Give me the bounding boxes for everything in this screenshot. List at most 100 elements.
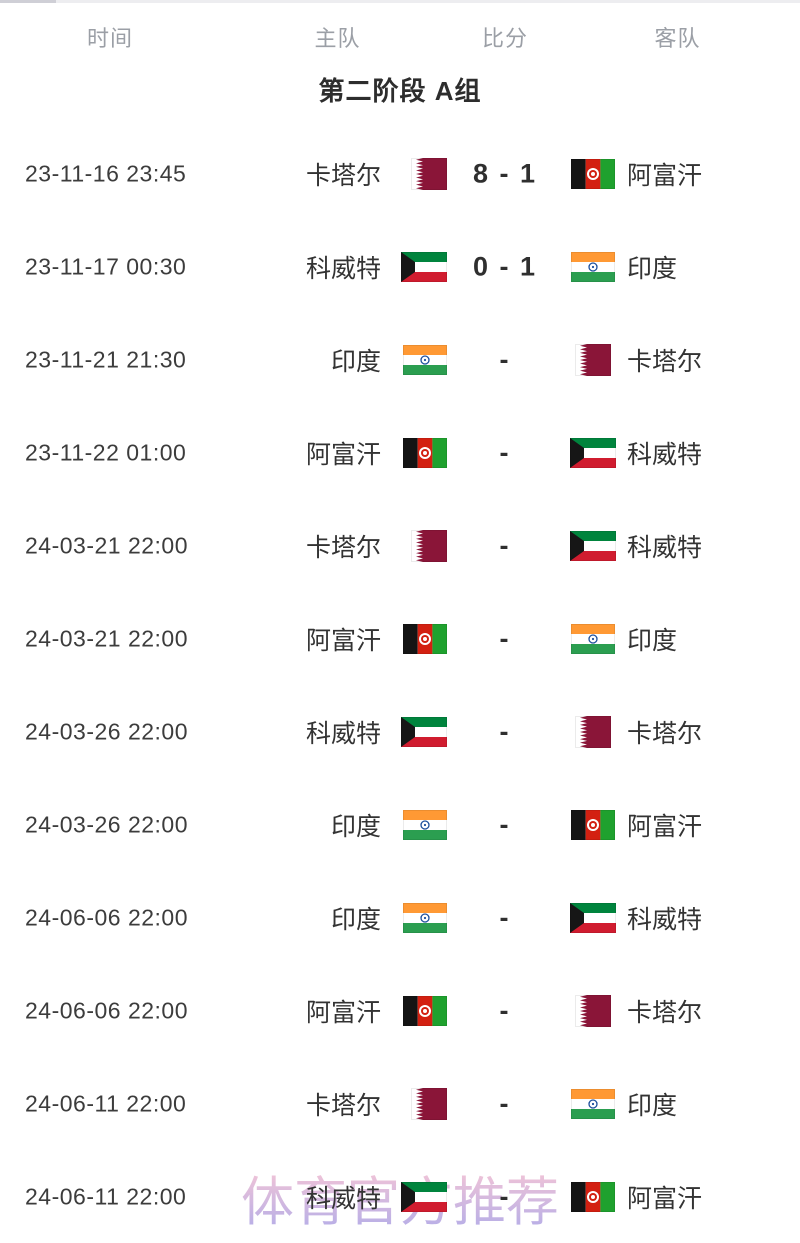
match-row[interactable]: 24-03-26 22:00 印度 - 阿富汗 bbox=[0, 778, 800, 871]
kuwait-flag-icon bbox=[568, 437, 618, 468]
match-rows: 23-11-16 23:45 卡塔尔 8 - 1 阿富汗 23-11-17 00… bbox=[0, 110, 800, 1243]
match-score: 8 - 1 bbox=[472, 158, 538, 188]
away-team-name: 阿富汗 bbox=[627, 1184, 703, 1213]
match-time: 23-11-17 00:30 bbox=[25, 253, 187, 279]
home-team-name: 印度 bbox=[330, 905, 381, 934]
match-time: 23-11-21 21:30 bbox=[25, 346, 187, 372]
kuwait-flag-icon bbox=[568, 530, 618, 561]
qatar-flag-icon bbox=[568, 715, 618, 748]
column-header-row: 时间 主队 比分 客队 bbox=[0, 0, 800, 62]
match-time: 24-06-06 22:00 bbox=[25, 904, 189, 930]
home-team-name: 阿富汗 bbox=[305, 440, 381, 469]
kuwait-flag-icon bbox=[397, 1181, 447, 1212]
afghanistan-flag-icon bbox=[397, 995, 447, 1026]
home-team-name: 科威特 bbox=[305, 254, 381, 283]
column-header-away: 客队 bbox=[654, 26, 701, 51]
match-row[interactable]: 24-06-06 22:00 阿富汗 - 卡塔尔 bbox=[0, 964, 800, 1057]
group-stage-title: 第二阶段 A组 bbox=[318, 75, 482, 106]
home-team: 印度 bbox=[331, 900, 447, 936]
home-team-name: 卡塔尔 bbox=[305, 161, 381, 190]
home-team: 印度 bbox=[331, 807, 447, 843]
india-flag-icon bbox=[568, 1088, 618, 1119]
afghanistan-flag-icon bbox=[568, 158, 618, 189]
india-flag-icon bbox=[397, 809, 447, 840]
home-team-name: 卡塔尔 bbox=[305, 533, 381, 562]
away-team-name: 卡塔尔 bbox=[627, 719, 703, 748]
away-team: 阿富汗 bbox=[568, 1179, 702, 1215]
away-team: 阿富汗 bbox=[568, 156, 702, 192]
match-row[interactable]: 24-03-21 22:00 卡塔尔 - 科威特 bbox=[0, 499, 800, 592]
kuwait-flag-icon bbox=[397, 716, 447, 747]
away-team-name: 科威特 bbox=[627, 905, 703, 934]
india-flag-icon bbox=[568, 251, 618, 282]
away-team: 印度 bbox=[568, 1086, 677, 1122]
match-score: - bbox=[499, 809, 511, 839]
match-row[interactable]: 24-06-06 22:00 印度 - 科威特 bbox=[0, 871, 800, 964]
match-score: - bbox=[499, 716, 511, 746]
home-team-name: 科威特 bbox=[305, 1184, 381, 1213]
match-time: 24-06-06 22:00 bbox=[25, 997, 189, 1023]
match-time: 24-06-11 22:00 bbox=[25, 1090, 187, 1116]
match-score: - bbox=[499, 437, 511, 467]
away-team: 印度 bbox=[568, 621, 677, 657]
match-time: 24-03-21 22:00 bbox=[25, 532, 189, 558]
match-row[interactable]: 24-06-11 22:00 卡塔尔 - 印度 bbox=[0, 1057, 800, 1150]
away-team-name: 阿富汗 bbox=[627, 161, 703, 190]
away-team-name: 科威特 bbox=[627, 440, 703, 469]
qatar-flag-icon bbox=[568, 343, 618, 376]
home-team-name: 阿富汗 bbox=[305, 626, 381, 655]
afghanistan-flag-icon bbox=[397, 437, 447, 468]
away-team: 科威特 bbox=[568, 900, 702, 936]
away-team: 阿富汗 bbox=[568, 807, 702, 843]
afghanistan-flag-icon bbox=[397, 623, 447, 654]
match-score: - bbox=[499, 344, 511, 374]
away-team-name: 印度 bbox=[627, 254, 678, 283]
match-time: 24-03-26 22:00 bbox=[25, 811, 189, 837]
away-team: 卡塔尔 bbox=[568, 342, 702, 378]
match-time: 24-03-21 22:00 bbox=[25, 625, 189, 651]
away-team: 科威特 bbox=[568, 435, 702, 471]
match-row[interactable]: 24-03-26 22:00 科威特 - 卡塔尔 bbox=[0, 685, 800, 778]
away-team-name: 卡塔尔 bbox=[627, 347, 703, 376]
match-score: - bbox=[499, 902, 511, 932]
match-score: - bbox=[499, 1088, 511, 1118]
home-team: 科威特 bbox=[306, 714, 447, 750]
home-team-name: 阿富汗 bbox=[305, 998, 381, 1027]
away-team-name: 卡塔尔 bbox=[627, 998, 703, 1027]
away-team-name: 印度 bbox=[627, 626, 678, 655]
away-team: 卡塔尔 bbox=[568, 993, 702, 1029]
match-row[interactable]: 23-11-17 00:30 科威特 0 - 1 印度 bbox=[0, 220, 800, 313]
match-row[interactable]: 23-11-22 01:00 阿富汗 - 科威特 bbox=[0, 406, 800, 499]
match-score: 0 - 1 bbox=[472, 251, 538, 281]
match-row[interactable]: 24-06-11 22:00 科威特 - 阿富汗 bbox=[0, 1150, 800, 1243]
home-team: 卡塔尔 bbox=[306, 1086, 447, 1122]
kuwait-flag-icon bbox=[568, 902, 618, 933]
home-team: 印度 bbox=[331, 342, 447, 378]
screen-top-edge bbox=[0, 0, 800, 3]
column-header-score: 比分 bbox=[481, 26, 528, 51]
away-team: 印度 bbox=[568, 249, 677, 285]
match-row[interactable]: 23-11-16 23:45 卡塔尔 8 - 1 阿富汗 bbox=[0, 127, 800, 220]
away-team-name: 科威特 bbox=[627, 533, 703, 562]
match-score: - bbox=[499, 530, 511, 560]
away-team: 卡塔尔 bbox=[568, 714, 702, 750]
match-row[interactable]: 24-03-21 22:00 阿富汗 - 印度 bbox=[0, 592, 800, 685]
away-team: 科威特 bbox=[568, 528, 702, 564]
match-time: 23-11-22 01:00 bbox=[25, 439, 187, 465]
match-score: - bbox=[499, 995, 511, 1025]
home-team: 阿富汗 bbox=[306, 621, 447, 657]
afghanistan-flag-icon bbox=[568, 809, 618, 840]
kuwait-flag-icon bbox=[397, 251, 447, 282]
home-team: 卡塔尔 bbox=[306, 156, 447, 192]
match-time: 23-11-16 23:45 bbox=[25, 160, 187, 186]
home-team: 阿富汗 bbox=[306, 993, 447, 1029]
india-flag-icon bbox=[397, 902, 447, 933]
match-time: 24-06-11 22:00 bbox=[25, 1183, 187, 1209]
home-team-name: 科威特 bbox=[305, 719, 381, 748]
column-header-home: 主队 bbox=[314, 26, 361, 51]
home-team: 阿富汗 bbox=[306, 435, 447, 471]
match-time: 24-03-26 22:00 bbox=[25, 718, 189, 744]
qatar-flag-icon bbox=[397, 1087, 447, 1120]
match-row[interactable]: 23-11-21 21:30 印度 - 卡塔尔 bbox=[0, 313, 800, 406]
